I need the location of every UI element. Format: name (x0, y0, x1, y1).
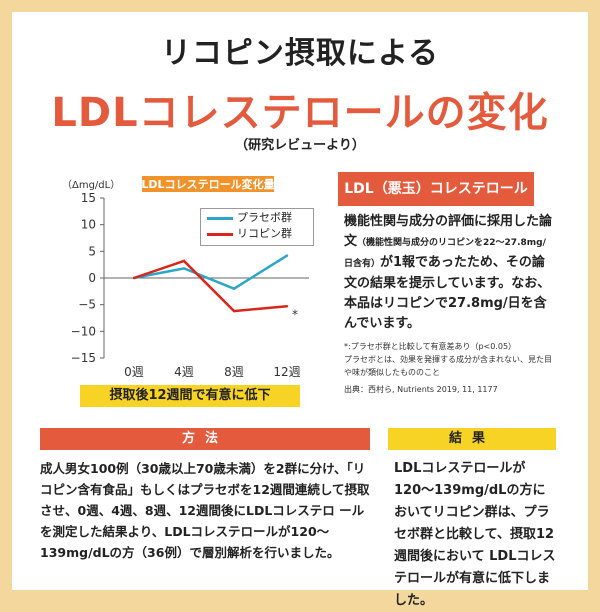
chart-title: LDLコレステロール変化量 (141, 177, 274, 191)
x-tick-label: 0週 (124, 365, 144, 379)
y-tick-label: −15 (71, 351, 96, 365)
series-point-1-1 (182, 259, 186, 263)
series-line-0 (133, 254, 288, 291)
result-header: 結果 (388, 428, 556, 450)
legend-swatch-placebo (207, 216, 233, 220)
ldl-box-body: 機能性関与成分の評価に採用した論文（機能性関与成分のリコピンを22〜27.8mg… (344, 212, 554, 334)
page-title-line2: LDLコレステロールの変化 (51, 90, 549, 136)
significance-annotation: * (292, 307, 298, 321)
series-point-0-3 (285, 254, 289, 257)
legend-item-placebo: プラセボ群 (201, 210, 313, 226)
footnote-block: *:プラセボ群と比較して有意差あり（p<0.05） プラセボとは、効果を発揮する… (344, 340, 554, 379)
legend-item-lycopene: リコピン群 (201, 226, 313, 242)
legend-label-placebo: プラセボ群 (237, 211, 292, 224)
series-point-1-3 (285, 305, 289, 308)
conclusion-banner: 摂取後12週間で有意に低下 (80, 385, 300, 407)
y-tick-label: 10 (81, 218, 96, 232)
chart-svg: LDLコレステロール変化量 （Δmg/dL）15 10 5 0 −5 −10 −15 0週 4週 8… (62, 176, 309, 379)
series-point-0-2 (232, 287, 236, 290)
ldl-text-2: が1報であったため、その論文の結果を提示しています。なお、本品はリコピンで27.… (344, 255, 551, 331)
page-title-line1: リコピン摂取による (160, 36, 440, 71)
series-point-1-2 (232, 309, 236, 313)
footnote-placebo: プラセボとは、効果を発揮する成分が含まれない、見た目や味が類似したもののこと (344, 355, 552, 377)
method-body: 成人男女100例（30歳以上70歳未満）を2群に分け、「リコピン含有食品」もしく… (40, 461, 370, 560)
legend-swatch-lycopene (207, 232, 233, 236)
y-tick-label: 15 (81, 191, 96, 205)
chart-title-bg (142, 176, 274, 192)
series-point-1-0 (132, 276, 136, 280)
method-header: 方法 (40, 428, 370, 450)
footnote-significance: *:プラセボ群と比較して有意差あり（p<0.05） (344, 342, 517, 351)
ldl-change-chart: LDLコレステロール変化量 （Δmg/dL） 15 10 5 0 −5 −10 −15 0週 4週 8… (54, 172, 324, 388)
legend-label-lycopene: リコピン群 (237, 227, 292, 240)
ldl-text-1: 機能性関与成分の評価に採用した論文 (344, 214, 553, 249)
content-panel (12, 12, 588, 590)
source-citation: 出典：西村ら, Nutrients 2019, 11, 1177 (344, 385, 498, 394)
y-tick-label: 5 (88, 244, 96, 258)
x-tick-label: 4週 (174, 365, 194, 379)
ldl-box-header: LDL（悪玉）コレステロール (338, 172, 534, 206)
y-tick-label: −5 (78, 298, 96, 312)
x-tick-label: 8週 (224, 365, 244, 379)
x-tick-label: 12週 (273, 365, 300, 379)
page-subtitle: （研究レビューより） (235, 138, 365, 153)
y-axis-label: （Δmg/dL） (62, 179, 120, 191)
series-line-1 (133, 259, 288, 313)
y-tick-label: −10 (71, 324, 96, 338)
chart-legend: プラセボ群 リコピン群 (200, 208, 314, 246)
result-body: LDLコレステロールが120〜139mg/dLの方においてリコピン群は、プラセボ… (394, 461, 556, 608)
ldl-text-small: （機能性関与成分のリコピンを22〜27.8mg/日含有） (344, 238, 546, 269)
series-point-0-1 (182, 267, 186, 270)
y-tick-label: 0 (88, 271, 96, 285)
